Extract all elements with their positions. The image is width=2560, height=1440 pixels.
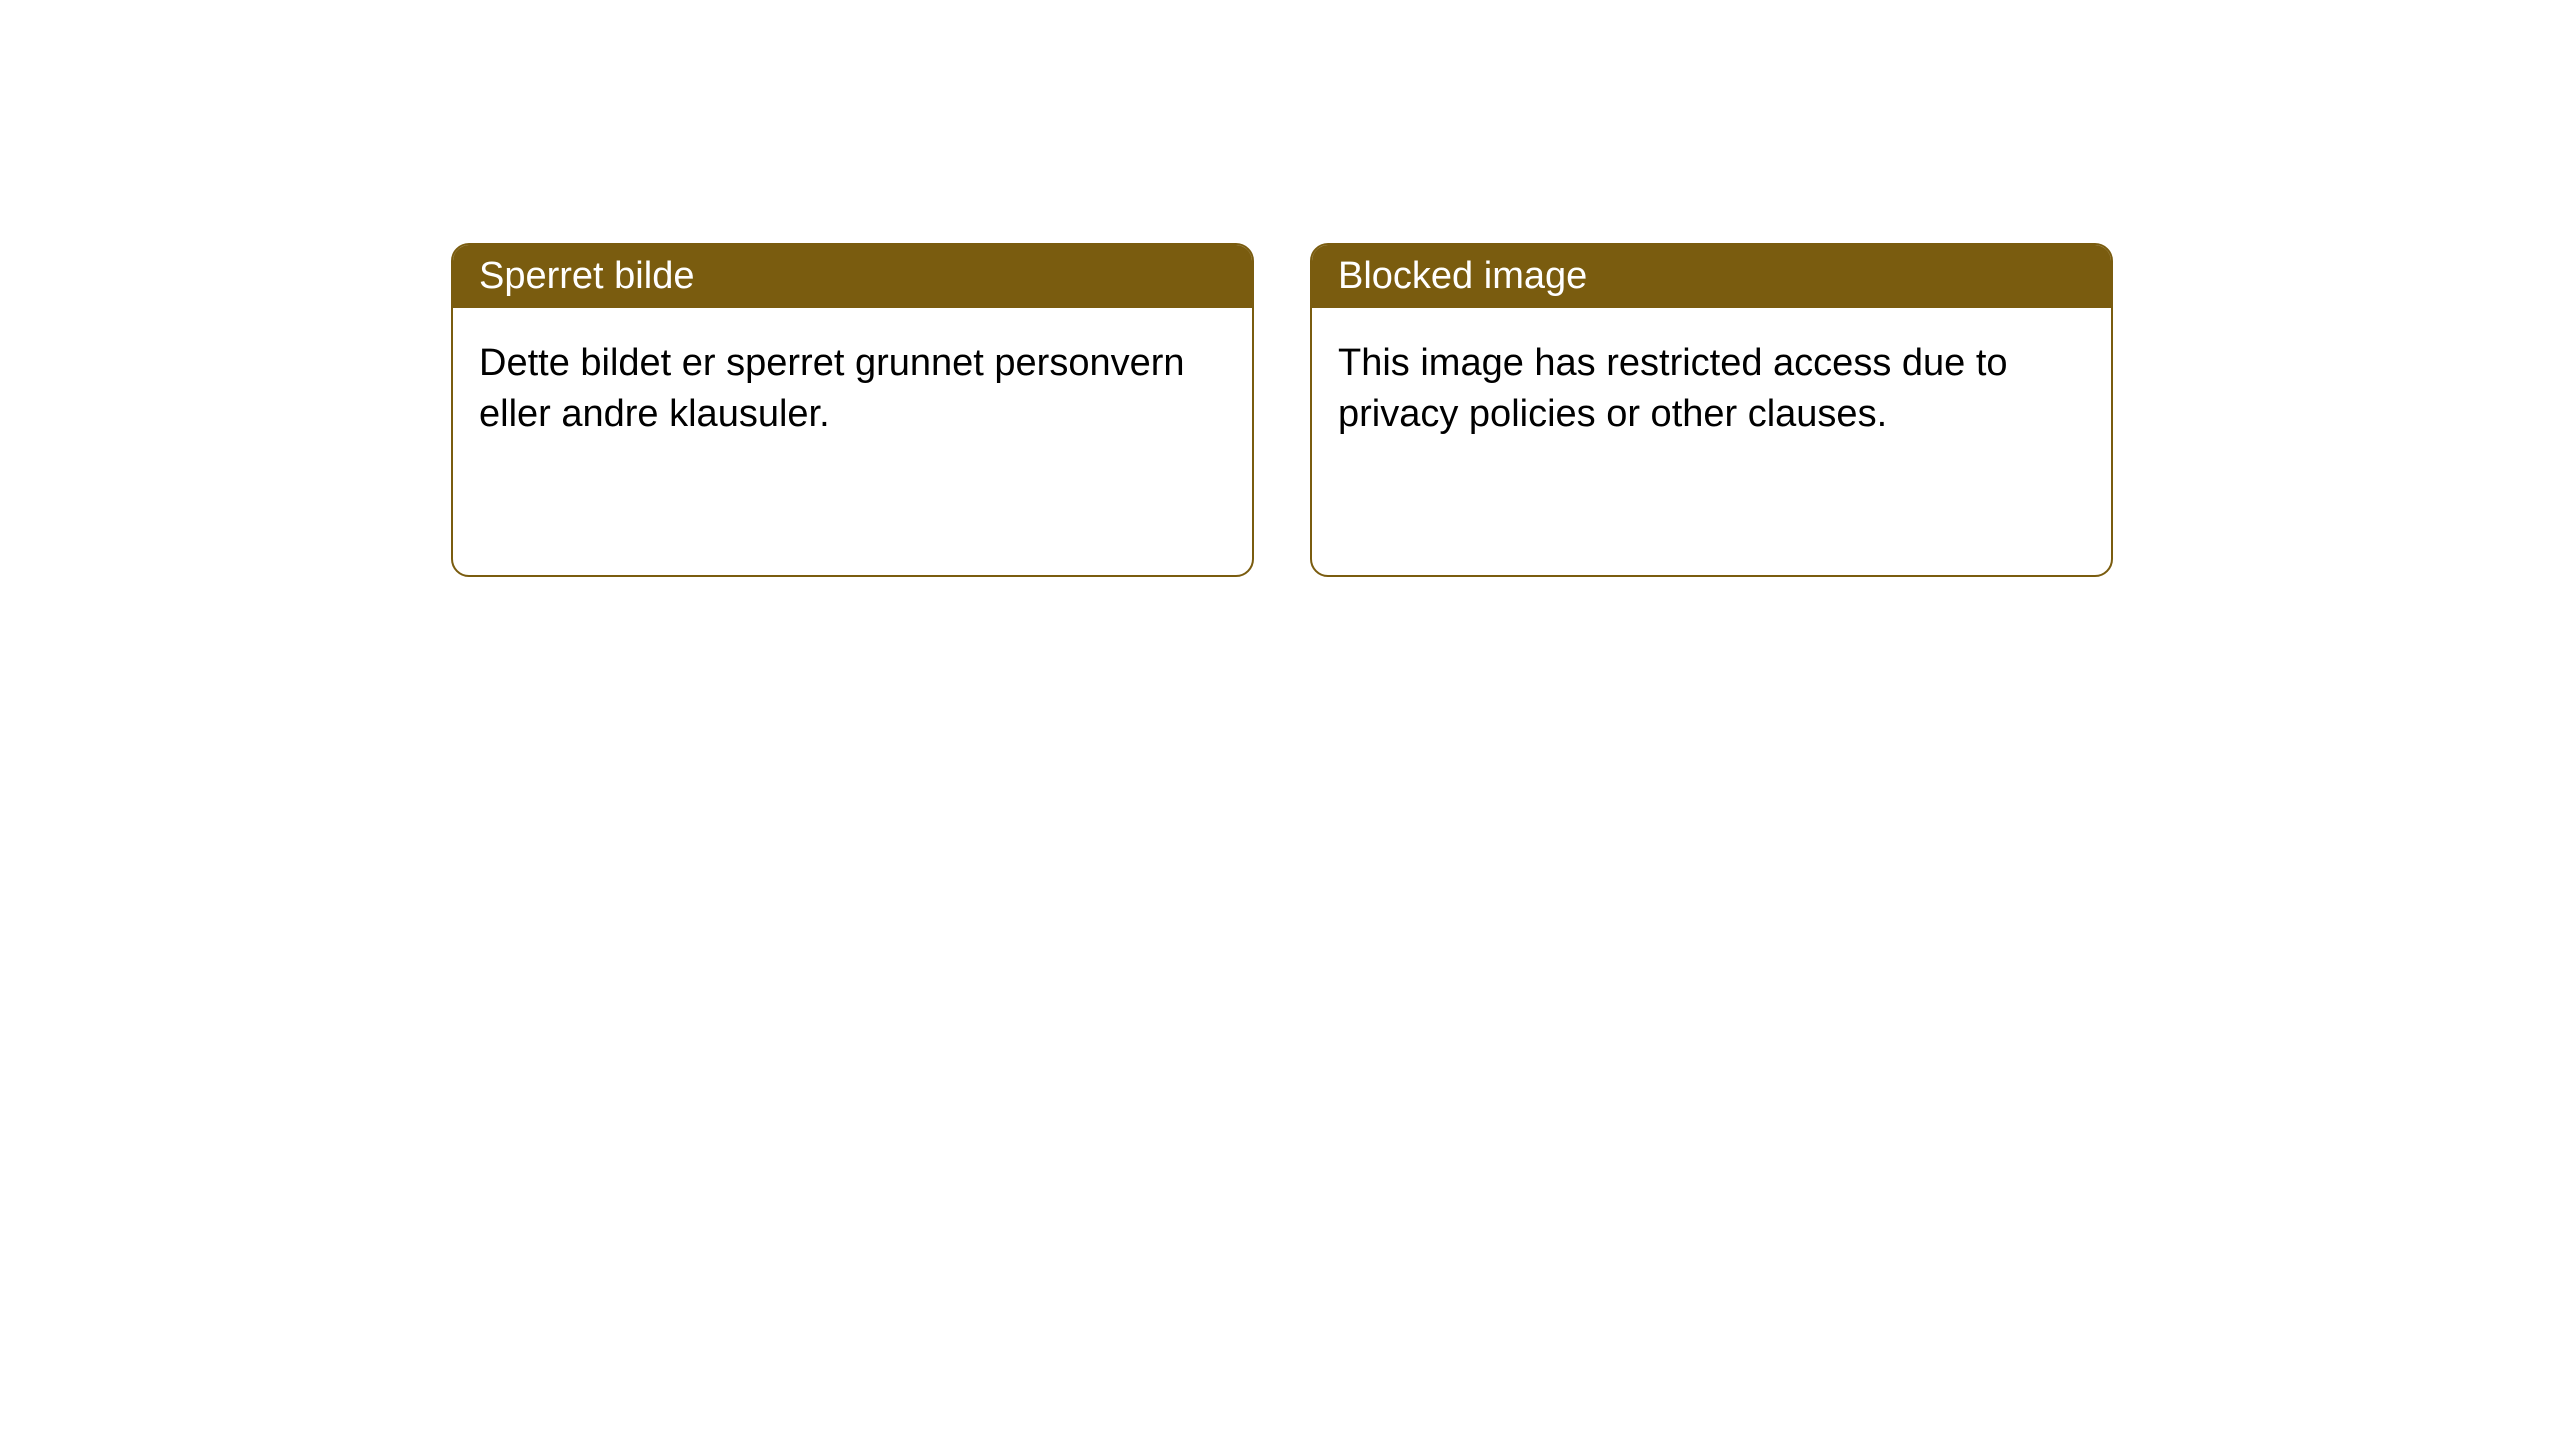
notice-box-norwegian: Sperret bilde Dette bildet er sperret gr… xyxy=(451,243,1254,577)
notice-header: Sperret bilde xyxy=(453,245,1252,308)
notice-box-english: Blocked image This image has restricted … xyxy=(1310,243,2113,577)
notice-title: Blocked image xyxy=(1338,255,1587,297)
notice-body: Dette bildet er sperret grunnet personve… xyxy=(453,308,1252,471)
notice-body-text: Dette bildet er sperret grunnet personve… xyxy=(479,342,1185,435)
notice-body-text: This image has restricted access due to … xyxy=(1338,342,2008,435)
notice-body: This image has restricted access due to … xyxy=(1312,308,2111,471)
notice-header: Blocked image xyxy=(1312,245,2111,308)
notice-container: Sperret bilde Dette bildet er sperret gr… xyxy=(0,0,2560,577)
notice-title: Sperret bilde xyxy=(479,255,694,297)
